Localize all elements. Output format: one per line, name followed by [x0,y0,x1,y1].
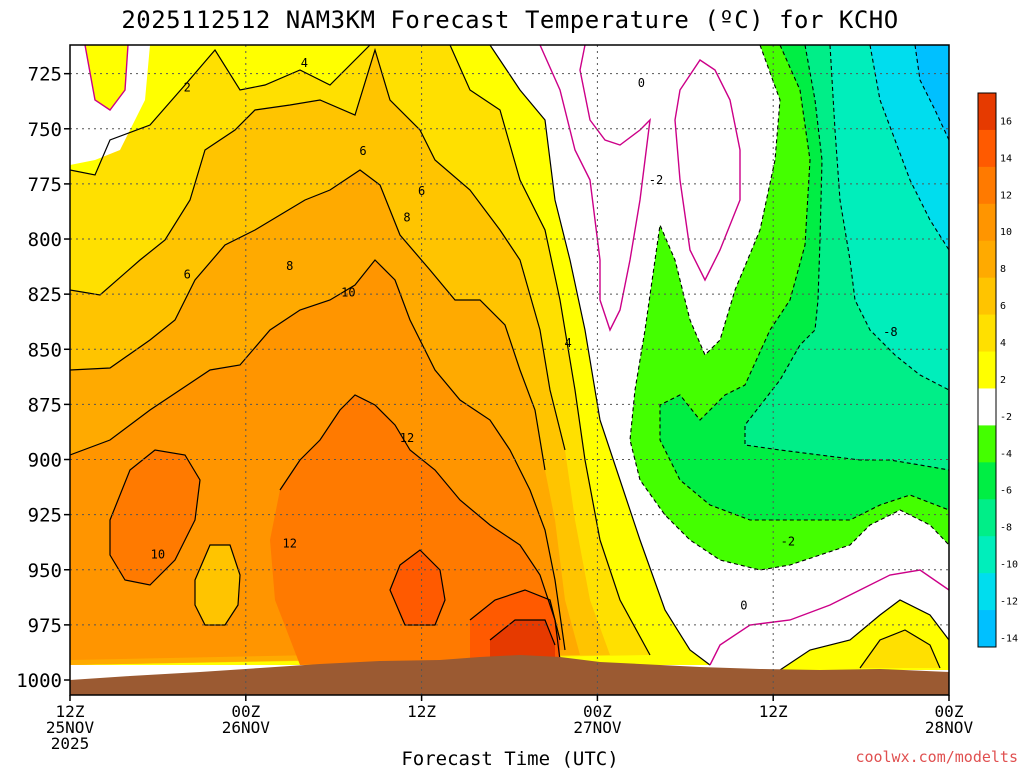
zero-contour-lines [84,45,949,666]
colorbar-swatch [978,277,996,316]
colorbar-tick-label: -14 [1000,633,1018,644]
colorbar-tick-label: 8 [1000,264,1006,275]
colorbar-tick-label: 12 [1000,190,1012,201]
colorbar-swatch [978,388,996,426]
y-tick-label: 850 [28,339,62,361]
x-tick-label: 25NOV [46,718,95,737]
contour-label: 2 [184,80,191,94]
contour-label: 6 [184,268,191,282]
contour-label: 4 [564,336,571,350]
y-tick-label: 900 [28,450,62,472]
colorbar-swatch [978,93,996,131]
terrain [70,655,949,695]
y-tick-label: 975 [28,615,62,637]
contour-label: -8 [883,325,897,339]
y-tick-label: 1000 [16,670,62,692]
y-tick-label: 875 [28,394,62,416]
plot-frame [69,44,950,696]
y-axis: 725 750 775 800 825 850 875 900 925 950 975 1000 [16,64,70,692]
contour-label: -2 [781,535,795,549]
x-axis-label: Forecast Time (UTC) [401,748,618,768]
band-12c [270,395,560,665]
contour-label: 6 [418,184,425,198]
contour-label: 8 [403,210,410,224]
contour-label: 4 [301,56,308,70]
colorbar-swatch [978,203,996,242]
colorbar-tick-label: -10 [1000,560,1018,571]
temperature-field [70,45,949,695]
band-12c-west [110,450,200,585]
contour-label: 12 [400,431,414,445]
colorbar-swatch [978,536,996,574]
y-tick-label: 750 [28,119,62,141]
colorbar-tick-label: 10 [1000,227,1012,238]
colorbar-swatch [978,610,996,648]
x-tick-label: 12Z [407,702,436,721]
x-tick-label: 00Z [231,702,260,721]
colorbar-tick-label: -6 [1000,486,1012,497]
contour-label: 6 [359,144,366,158]
x-tick-label: 12Z [759,702,788,721]
x-tick-label: 12Z [56,702,85,721]
band-neg12c [915,45,949,140]
contour-label: 10 [151,548,165,562]
colorbar-tick-label: 6 [1000,301,1006,312]
chart-title: 2025112512 NAM3KM Forecast Temperature (… [121,6,898,34]
contour-label: -2 [649,173,663,187]
contour-label: 12 [283,537,297,551]
colorbar: 16 14 12 10 8 6 4 2 -2 -4 -6 -8 -10 -12 -14 [977,92,1018,648]
colorbar-swatch [978,129,996,168]
colorbar-swatch [978,462,996,500]
colorbar-tick-label: 4 [1000,338,1006,349]
x-tick-label: 26NOV [222,718,271,737]
colorbar-tick-label: -12 [1000,597,1018,608]
colorbar-frame [977,92,997,648]
y-tick-label: 800 [28,229,62,251]
colorbar-swatch [978,573,996,611]
x-tick-label: 00Z [935,702,964,721]
colorbar-tick-label: -8 [1000,523,1012,534]
colorbar-swatch [978,499,996,537]
y-tick-label: 925 [28,505,62,527]
band-16c [490,620,555,665]
colorbar-swatch [978,314,996,353]
credit-text: coolwx.com/modelts [855,748,1018,766]
band-14c [390,550,445,625]
colorbar-swatch [978,166,996,205]
contour-label: 0 [740,598,747,612]
contour-label: 10 [341,285,355,299]
colorbar-tick-label: 2 [1000,375,1006,386]
band-6c-pocket [195,545,240,625]
x-tick-label: 2025 [51,734,90,753]
x-tick-label: 27NOV [573,718,622,737]
y-tick-label: 825 [28,284,62,306]
colorbar-swatch [978,240,996,279]
contour-label: 0 [638,76,645,90]
colorbar-swatch [978,425,996,463]
colorbar-tick-label: 16 [1000,116,1012,127]
y-tick-label: 775 [28,174,62,196]
grid-lines [70,45,949,695]
colorbar-swatch [978,351,996,389]
x-tick-label: 00Z [583,702,612,721]
contour-label: 8 [286,259,293,273]
y-tick-label: 725 [28,64,62,86]
colorbar-tick-label: 14 [1000,153,1012,164]
colorbar-tick-label: -2 [1000,412,1012,423]
x-tick-label: 28NOV [925,718,974,737]
colorbar-tick-label: -4 [1000,449,1012,460]
warm-contour-lines [70,45,949,671]
y-tick-label: 950 [28,560,62,582]
